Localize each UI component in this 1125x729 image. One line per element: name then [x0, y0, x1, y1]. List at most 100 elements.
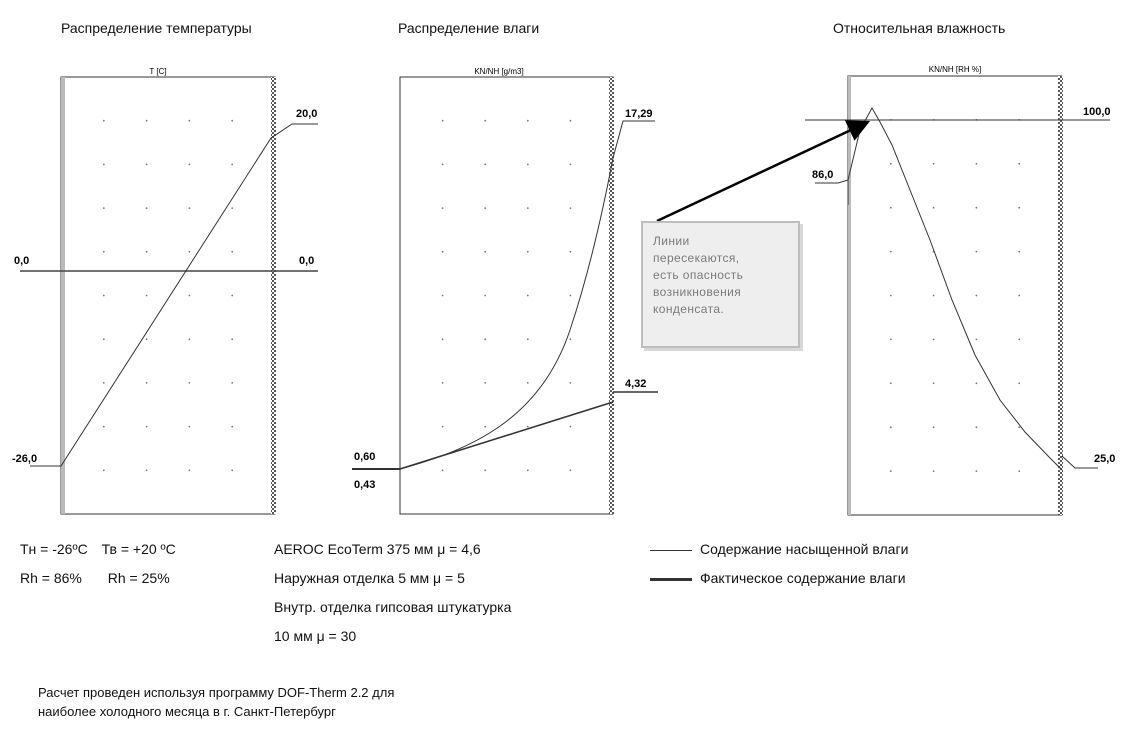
grid-dot [975, 206, 978, 209]
grid-dot [102, 119, 105, 122]
grid-dot [484, 250, 487, 253]
chart-3-frame [847, 75, 1063, 516]
grid-dot [188, 469, 191, 472]
chart-3-hatch [1058, 76, 1063, 515]
grid-dot [484, 119, 487, 122]
chart-3-leader-left [815, 179, 849, 184]
grid-dot [484, 469, 487, 472]
grid-dot [441, 382, 444, 384]
construction-line-4: 10 мм μ = 30 [274, 628, 357, 644]
outside-humidity: Rh = 86% [20, 570, 82, 586]
chart-1-hatch [271, 77, 276, 514]
footer-line-2: наиболее холодного месяца в г. Санкт-Пет… [38, 704, 336, 719]
chart-2-moisture: KN/NH [g/m3] 17,29 4,32 0,60 0,43 [352, 67, 658, 515]
chart-1-frame [60, 76, 276, 515]
grid-dot [145, 207, 148, 210]
grid-dot [484, 294, 487, 297]
grid-dot [231, 207, 234, 210]
chart-1-label-right-top: 20,0 [296, 108, 317, 120]
chart-3-label-left-mid: 86,0 [812, 169, 833, 181]
grid-dot [569, 294, 572, 297]
chart-1-temperature: T [C] 0,0 0,0 20,0 -26,0 [12, 67, 318, 515]
inside-temperature: Тв = +20 ºС [101, 541, 176, 557]
grid-dot [526, 469, 529, 472]
grid-dot [1018, 206, 1021, 209]
chart-3-wall-left [848, 76, 851, 515]
grid-dot [441, 338, 444, 341]
construction-line-1: AEROC EcoTerm 375 мм μ = 4,6 [274, 541, 481, 557]
grid-dot [188, 382, 191, 384]
outside-temperature: Тн = -26ºС [20, 541, 88, 557]
grid-dot [231, 294, 234, 297]
chart-2-axis-label: KN/NH [g/m3] [474, 67, 523, 76]
grid-dot [145, 425, 148, 428]
annotation-line: возникновения [653, 285, 742, 299]
chart-2-grid [441, 119, 572, 472]
grid-dot [526, 425, 529, 428]
grid-dot [484, 382, 487, 384]
construction-line-3: Внутр. отделка гипсовая штукатурка [274, 599, 512, 615]
chart-2-frame [399, 76, 614, 515]
chart-2-title: Распределение влаги [398, 20, 540, 36]
grid-dot [441, 119, 444, 122]
grid-dot [145, 469, 148, 472]
chart-2-hatch [609, 77, 614, 514]
chart-1-label-right-mid: 0,0 [299, 255, 314, 267]
grid-dot [188, 119, 191, 122]
chart-1-title: Распределение температуры [61, 20, 252, 36]
annotation-box: Линии пересекаются, есть опасность возни… [641, 221, 800, 348]
annotation-line: конденсата. [653, 302, 725, 316]
grid-dot [932, 206, 935, 209]
grid-dot [102, 338, 105, 341]
chart-2-label-left-upper: 0,60 [354, 451, 375, 463]
grid-dot [102, 425, 105, 428]
grid-dot [188, 163, 191, 166]
grid-dot [569, 250, 572, 253]
chart-2-label-right-top: 17,29 [625, 108, 653, 120]
chart-1-axis-label: T [C] [149, 67, 166, 76]
grid-dot [932, 294, 935, 297]
grid-dot [231, 163, 234, 166]
legend-actual-swatch [650, 577, 692, 581]
grid-dot [441, 207, 444, 210]
grid-dot [188, 250, 191, 253]
grid-dot [231, 382, 234, 384]
legend-saturated-label: Содержание насыщенной влаги [700, 541, 909, 557]
grid-dot [526, 119, 529, 122]
legend-actual: Фактическое содержание влаги [650, 570, 906, 586]
grid-dot [526, 163, 529, 166]
chart-1-grid [102, 119, 234, 472]
grid-dot [975, 250, 978, 253]
chart-1-label-left-mid: 0,0 [14, 255, 29, 267]
grid-dot [889, 294, 892, 297]
grid-dot [188, 425, 191, 428]
chart-2-saturated-curve [399, 157, 614, 470]
grid-dot [231, 119, 234, 122]
grid-dot [569, 207, 572, 210]
grid-dot [526, 382, 529, 384]
grid-dot [932, 338, 935, 341]
grid-dot [441, 469, 444, 472]
grid-dot [145, 338, 148, 341]
grid-dot [569, 163, 572, 166]
grid-dot [441, 250, 444, 253]
grid-dot [484, 207, 487, 210]
grid-dot [1018, 162, 1021, 165]
grid-dot [932, 426, 935, 429]
chart-2-label-left-lower: 0,43 [354, 479, 375, 491]
grid-dot [102, 469, 105, 472]
grid-dot [975, 470, 978, 472]
grid-dot [889, 250, 892, 253]
grid-dot [1018, 382, 1021, 385]
grid-dot [526, 294, 529, 297]
chart-3-title: Относительная влажность [833, 20, 1006, 36]
legend-saturated: Содержание насыщенной влаги [650, 541, 908, 557]
grid-dot [526, 250, 529, 253]
chart-2-actual-line [399, 401, 614, 470]
chart-1-wall-left [61, 77, 65, 514]
grid-dot [889, 470, 892, 472]
chart-3-label-right-top: 100,0 [1083, 106, 1111, 118]
annotation-line: есть опасность [653, 268, 744, 282]
chart-2-leader-top [612, 120, 655, 159]
